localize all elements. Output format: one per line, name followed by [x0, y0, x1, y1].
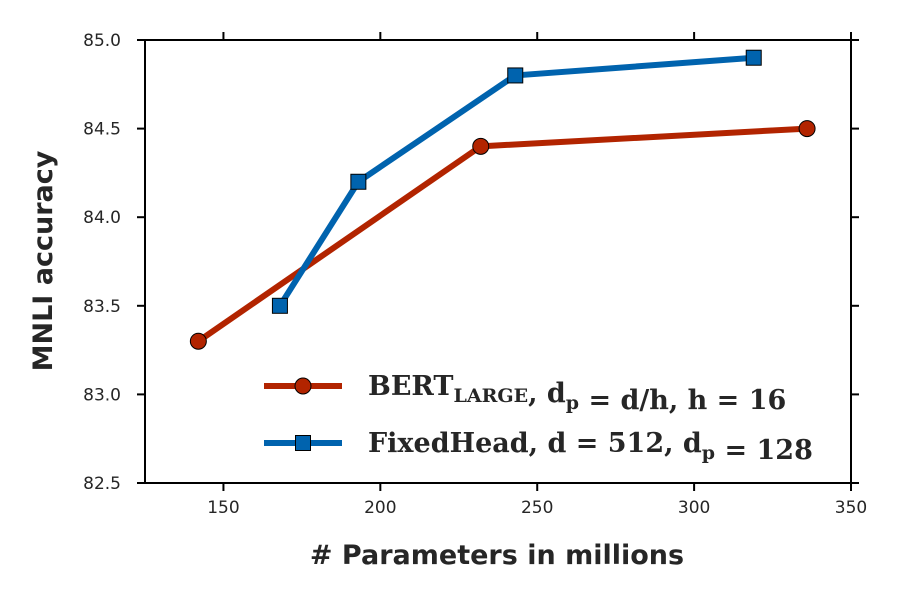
series-line: [277, 54, 754, 308]
y-axis: 82.5 83.0 83.5 84.0 84.5 85.0: [83, 31, 859, 494]
x-tick-label: 200: [364, 498, 396, 518]
y-tick-label: 84.0: [83, 208, 121, 228]
plot-border: [144, 39, 852, 484]
data-point: [745, 49, 762, 66]
series-0: [189, 120, 816, 350]
data-point: [350, 173, 367, 190]
data-point: [189, 332, 207, 350]
legend: BERTLARGE, dp = d/h, h = 16 FixedHead, d …: [264, 371, 813, 466]
data-point: [798, 120, 816, 138]
series-line: [196, 125, 808, 344]
x-tick-label: 300: [678, 498, 710, 518]
y-tick-label: 83.0: [83, 385, 121, 405]
y-tick-label: 85.0: [83, 31, 121, 51]
data-point: [472, 137, 490, 155]
y-axis-title: MNLI accuracy: [28, 150, 59, 371]
y-tick-label: 82.5: [83, 474, 121, 494]
x-tick-label: 350: [835, 498, 867, 518]
data-point: [507, 67, 524, 84]
legend-entry: BERTLARGE, dp = d/h, h = 16: [264, 371, 786, 416]
legend-entry: FixedHead, d = 512, dp = 128: [264, 428, 813, 466]
y-tick-label: 83.5: [83, 297, 121, 317]
legend-swatch-marker: [295, 435, 311, 451]
legend-label: FixedHead, d = 512, dp = 128: [368, 428, 813, 466]
x-axis-title: # Parameters in millions: [310, 540, 684, 571]
y-tick-label: 84.5: [83, 120, 121, 140]
legend-swatch-marker: [294, 377, 312, 395]
data-point: [271, 297, 288, 314]
legend-label: BERTLARGE, dp = d/h, h = 16: [368, 371, 786, 416]
x-tick-label: 150: [207, 498, 239, 518]
x-axis: 150 200 250 300 350: [207, 32, 867, 518]
series-layer: [189, 49, 816, 350]
series-1: [271, 49, 762, 314]
plot-frame: [144, 39, 852, 484]
x-tick-label: 250: [521, 498, 553, 518]
